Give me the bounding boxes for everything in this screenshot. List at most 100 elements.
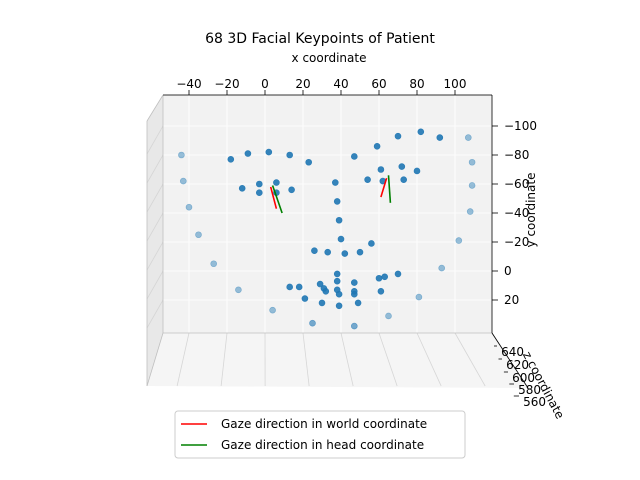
z-tick-label: 580 — [518, 383, 541, 397]
keypoint — [305, 158, 313, 166]
keypoint — [417, 128, 425, 136]
back-pane — [163, 95, 492, 333]
x-tick-label: 100 — [444, 77, 467, 91]
keypoint — [324, 248, 332, 256]
keypoint — [295, 283, 303, 291]
keypoint — [286, 151, 294, 159]
keypoint — [269, 306, 276, 314]
keypoint — [415, 293, 423, 301]
legend-head-label: Gaze direction in head coordinate — [221, 438, 424, 452]
keypoint — [368, 240, 375, 247]
keypoint — [265, 148, 273, 156]
gaze-vectors — [269, 175, 392, 214]
axis-lines — [163, 94, 529, 389]
x-tick-label: 0 — [261, 77, 269, 91]
keypoint — [309, 319, 316, 327]
keypoint — [413, 167, 421, 175]
keypoint — [322, 287, 330, 295]
keypoint — [377, 166, 385, 173]
keypoint — [238, 185, 246, 192]
z-axis-line — [491, 332, 529, 389]
y-tick-label: −20 — [504, 235, 529, 249]
floor-pane — [147, 333, 528, 388]
keypoint — [255, 189, 263, 196]
keypoint — [468, 182, 476, 189]
keypoint — [333, 198, 341, 205]
keypoint — [364, 176, 371, 183]
x-tick-label: 60 — [371, 77, 386, 91]
y-axis-label: y coordinate — [524, 173, 538, 248]
keypoint — [333, 277, 341, 285]
gaze-world-vector — [269, 186, 278, 209]
legend: Gaze direction in world coordinate Gaze … — [174, 410, 466, 459]
keypoint — [178, 151, 185, 159]
keypoint — [185, 203, 193, 211]
keypoint — [318, 299, 326, 307]
legend-box — [174, 410, 466, 459]
keypoint — [273, 179, 280, 186]
chart-title: 68 3D Facial Keypoints of Patient — [205, 31, 435, 47]
x-tick-label: −20 — [214, 77, 239, 91]
keypoint — [335, 290, 343, 298]
keypoint — [316, 280, 324, 288]
y-tick-label: −60 — [504, 177, 529, 191]
keypoint — [385, 312, 392, 320]
keypoint — [227, 156, 235, 163]
keypoint — [350, 322, 358, 330]
y-tick-label: 20 — [504, 293, 519, 307]
z-tick-label: 620 — [506, 358, 529, 372]
keypoint — [436, 134, 444, 141]
keypoint — [350, 279, 358, 286]
keypoint — [455, 237, 463, 244]
x-tick-label: −40 — [176, 77, 201, 91]
keypoint — [466, 208, 474, 215]
keypoint — [394, 270, 402, 278]
keypoint — [180, 177, 187, 185]
keypoint — [341, 250, 349, 257]
keypoint — [335, 302, 343, 310]
keypoint — [311, 247, 318, 254]
keypoint — [373, 143, 381, 150]
keypoint — [288, 186, 295, 194]
x-ticks: −40 −20 0 20 40 60 80 100 — [176, 77, 466, 95]
keypoint — [377, 287, 385, 295]
keypoint — [468, 158, 476, 166]
keypoint — [400, 176, 408, 183]
keypoint — [244, 150, 252, 157]
y-tick-label: −80 — [504, 148, 529, 162]
y-tick-label: −100 — [504, 119, 537, 133]
gaze-head-vector — [387, 175, 392, 203]
keypoint — [354, 299, 362, 307]
keypoint — [350, 290, 358, 298]
keypoint — [301, 295, 309, 302]
x-tick-label: 40 — [333, 77, 348, 91]
x-tick-label: 80 — [409, 77, 424, 91]
y-tick-label: 0 — [504, 264, 512, 278]
keypoint — [331, 179, 339, 186]
z-tick-label: 640 — [501, 345, 524, 359]
x-axis-label: x coordinate — [292, 51, 367, 65]
keypoint — [398, 163, 406, 170]
keypoints — [178, 128, 476, 330]
y-tick-label: −40 — [504, 206, 529, 220]
x-tick-label: 20 — [295, 77, 310, 91]
keypoint — [350, 153, 358, 160]
left-pane — [147, 95, 163, 386]
keypoint — [210, 260, 217, 268]
keypoint — [394, 132, 402, 140]
keypoint — [195, 231, 202, 239]
gaze-world-vector — [380, 177, 388, 198]
keypoint — [464, 134, 472, 141]
y-ticks: −100 −80 −60 −40 −20 0 20 — [492, 119, 537, 307]
keypoint — [286, 283, 294, 291]
keypoint — [333, 270, 341, 278]
gaze-head-vector — [271, 185, 283, 214]
keypoint — [381, 273, 389, 281]
keypoint — [438, 264, 446, 272]
keypoint — [375, 274, 383, 282]
z-tick-label: 600 — [512, 371, 535, 385]
keypoint — [356, 248, 364, 256]
keypoint — [337, 235, 345, 243]
